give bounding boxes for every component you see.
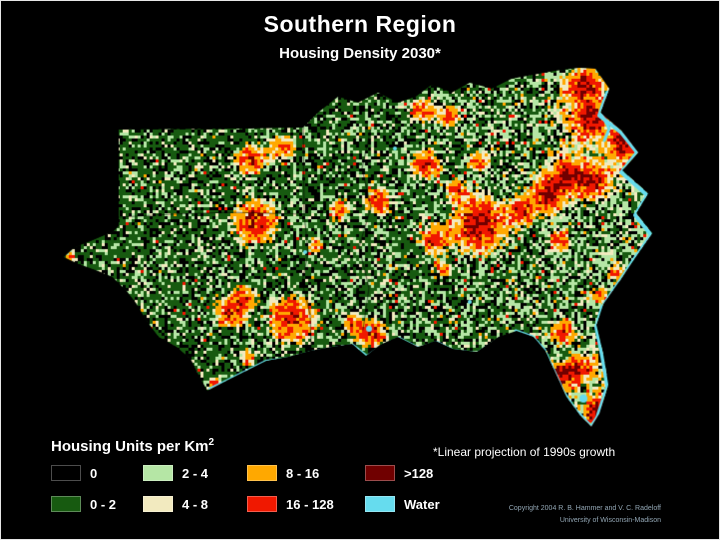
legend: Housing Units per Km2 0 2 - 4 8 - 16 >12… (51, 437, 440, 512)
legend-swatch (247, 496, 277, 512)
legend-label: 8 - 16 (286, 465, 320, 481)
legend-swatch (365, 465, 395, 481)
legend-label: 0 (90, 465, 98, 481)
legend-swatch (143, 496, 173, 512)
legend-swatch (143, 465, 173, 481)
copyright-line2: University of Wisconsin-Madison (559, 516, 661, 524)
legend-title-text: Housing Units per Km (51, 438, 209, 455)
projection-footnote: *Linear projection of 1990s growth (433, 445, 616, 459)
legend-item: 2 - 4 (143, 465, 247, 481)
legend-label: 16 - 128 (286, 496, 334, 512)
legend-swatch (51, 496, 81, 512)
slide-title: Southern Region (263, 11, 457, 37)
legend-swatch (51, 465, 81, 481)
legend-label: 0 - 2 (90, 496, 117, 512)
legend-swatch (247, 465, 277, 481)
legend-grid: 0 2 - 4 8 - 16 >128 0 - 2 4 - 8 (51, 465, 440, 512)
legend-title-exponent: 2 (208, 437, 215, 448)
legend-item: 8 - 16 (247, 465, 365, 481)
legend-label: 4 - 8 (182, 496, 209, 512)
legend-label: 2 - 4 (182, 465, 209, 481)
legend-item: Water (365, 496, 440, 512)
legend-label: >128 (404, 465, 434, 481)
slide-subtitle: Housing Density 2030* (279, 45, 441, 62)
legend-item: >128 (365, 465, 440, 481)
legend-title: Housing Units per Km2 (51, 437, 440, 455)
copyright-line1: Copyright 2004 R. B. Hammer and V. C. Ra… (508, 505, 661, 512)
legend-label: Water (404, 496, 440, 512)
legend-item: 16 - 128 (247, 496, 365, 512)
copyright: Copyright 2004 R. B. Hammer and V. C. Ra… (499, 503, 661, 527)
legend-item: 0 - 2 (51, 496, 143, 512)
legend-item: 4 - 8 (143, 496, 247, 512)
legend-item: 0 (51, 465, 143, 481)
legend-swatch (365, 496, 395, 512)
